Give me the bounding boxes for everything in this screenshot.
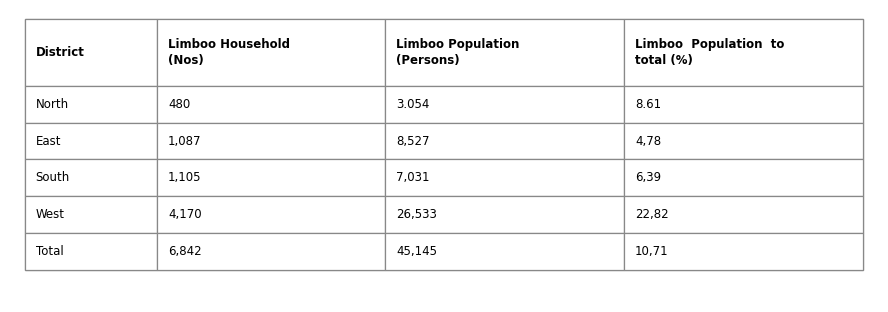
Text: South: South: [36, 171, 70, 184]
Bar: [25, 19, 157, 86]
Text: Limboo Household
(Nos): Limboo Household (Nos): [168, 38, 289, 67]
Text: 7,031: 7,031: [396, 171, 430, 184]
Bar: [157, 19, 385, 86]
Text: District: District: [36, 46, 84, 59]
Text: 4,78: 4,78: [635, 134, 661, 148]
Bar: [25, 159, 157, 196]
Bar: [624, 233, 863, 270]
Text: 10,71: 10,71: [635, 245, 669, 258]
Text: Total: Total: [36, 245, 63, 258]
Bar: [157, 86, 385, 123]
Bar: [25, 196, 157, 233]
Bar: [25, 123, 157, 159]
Text: 6,39: 6,39: [635, 171, 661, 184]
Bar: [157, 123, 385, 159]
Bar: [624, 19, 863, 86]
Text: 26,533: 26,533: [396, 208, 437, 221]
Text: 4,170: 4,170: [168, 208, 202, 221]
Text: Limboo  Population  to
total (%): Limboo Population to total (%): [635, 38, 784, 67]
Text: 1,087: 1,087: [168, 134, 202, 148]
Bar: [385, 159, 624, 196]
Bar: [25, 233, 157, 270]
Bar: [385, 86, 624, 123]
Text: North: North: [36, 98, 68, 111]
Bar: [157, 233, 385, 270]
Bar: [624, 196, 863, 233]
Text: 45,145: 45,145: [396, 245, 437, 258]
Text: 6,842: 6,842: [168, 245, 202, 258]
Bar: [385, 233, 624, 270]
Text: West: West: [36, 208, 65, 221]
Bar: [25, 19, 863, 270]
Text: Limboo Population
(Persons): Limboo Population (Persons): [396, 38, 519, 67]
Text: East: East: [36, 134, 61, 148]
Bar: [385, 19, 624, 86]
Bar: [157, 159, 385, 196]
Text: 3.054: 3.054: [396, 98, 430, 111]
Bar: [385, 123, 624, 159]
Text: 1,105: 1,105: [168, 171, 202, 184]
Bar: [385, 196, 624, 233]
Bar: [624, 86, 863, 123]
Text: 8,527: 8,527: [396, 134, 430, 148]
Text: 22,82: 22,82: [635, 208, 669, 221]
Bar: [25, 86, 157, 123]
Text: 480: 480: [168, 98, 190, 111]
Bar: [157, 196, 385, 233]
Bar: [624, 123, 863, 159]
Text: 8.61: 8.61: [635, 98, 661, 111]
Bar: [624, 159, 863, 196]
